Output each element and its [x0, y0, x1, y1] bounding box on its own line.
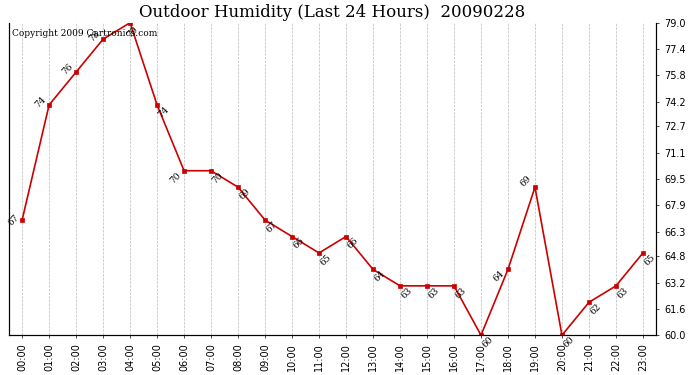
Text: 67: 67 — [6, 213, 21, 227]
Text: 62: 62 — [589, 302, 603, 316]
Text: 63: 63 — [615, 286, 630, 300]
Text: Copyright 2009 Cartronics.com: Copyright 2009 Cartronics.com — [12, 29, 157, 38]
Title: Outdoor Humidity (Last 24 Hours)  20090228: Outdoor Humidity (Last 24 Hours) 2009022… — [139, 4, 526, 21]
Text: 65: 65 — [319, 253, 333, 267]
Text: 63: 63 — [426, 286, 441, 300]
Text: 79: 79 — [126, 25, 140, 40]
Text: 69: 69 — [518, 174, 533, 189]
Text: 74: 74 — [34, 95, 48, 110]
Text: 63: 63 — [454, 286, 468, 300]
Text: 63: 63 — [400, 286, 414, 300]
Text: 76: 76 — [61, 62, 75, 76]
Text: 60: 60 — [562, 335, 576, 350]
Text: 66: 66 — [292, 236, 306, 251]
Text: 67: 67 — [265, 220, 279, 234]
Text: 70: 70 — [210, 170, 225, 185]
Text: 64: 64 — [491, 269, 506, 284]
Text: 69: 69 — [238, 187, 253, 201]
Text: 60: 60 — [481, 335, 495, 350]
Text: 78: 78 — [88, 29, 102, 44]
Text: 74: 74 — [157, 105, 171, 119]
Text: 65: 65 — [642, 253, 657, 267]
Text: 64: 64 — [373, 269, 387, 284]
Text: 66: 66 — [346, 236, 360, 251]
Text: 70: 70 — [168, 170, 183, 185]
